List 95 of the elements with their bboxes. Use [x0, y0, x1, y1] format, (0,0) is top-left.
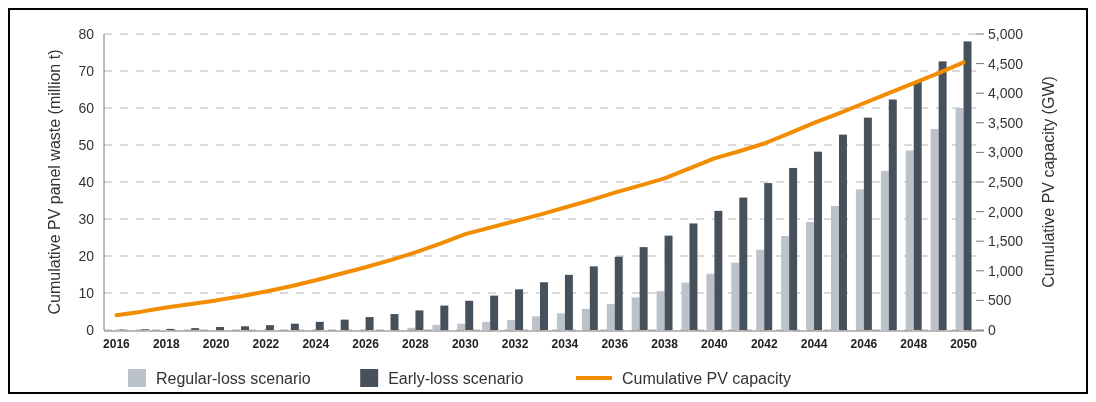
bar — [556, 313, 565, 330]
x-tick-label: 2050 — [950, 337, 978, 351]
bar — [888, 99, 897, 330]
x-tick-label: 2044 — [800, 337, 828, 351]
bar — [639, 247, 648, 330]
x-tick-label: 2032 — [501, 337, 529, 351]
bar — [241, 326, 249, 330]
bar — [532, 316, 540, 330]
y-axis-title: Cumulative PV panel waste (million t) — [46, 49, 63, 315]
x-tick-label: 2040 — [701, 337, 729, 351]
bar — [731, 262, 740, 330]
y2-axis-title: Cumulative PV capacity (GW) — [1040, 76, 1057, 288]
x-tick-label: 2020 — [202, 337, 230, 351]
bar — [265, 325, 274, 330]
bar — [656, 291, 665, 330]
y2-tick-label: 0 — [988, 321, 996, 338]
x-tick-label: 2038 — [651, 337, 679, 351]
y2-tick-label: 3,000 — [988, 144, 1024, 161]
bar — [689, 223, 698, 330]
bar — [290, 323, 299, 330]
y-tick-label: 40 — [78, 173, 95, 190]
x-tick-label: 2042 — [750, 337, 778, 351]
bar — [831, 206, 839, 330]
bar — [913, 81, 922, 330]
y2-tick-label: 1,500 — [988, 233, 1024, 250]
y-tick-label: 30 — [78, 210, 95, 227]
x-tick-label: 2048 — [900, 337, 928, 351]
bar — [855, 189, 864, 330]
legend-label: Cumulative PV capacity — [622, 369, 791, 387]
x-tick-label: 2016 — [103, 337, 131, 351]
bar — [507, 320, 516, 330]
y2-tick-label: 4,500 — [988, 55, 1024, 72]
bar — [490, 295, 499, 330]
legend-label: Regular-loss scenario — [156, 369, 311, 387]
line-series — [114, 60, 966, 318]
bar — [905, 150, 914, 330]
x-tick-label: 2030 — [451, 337, 479, 351]
y2-tick-label: 5,000 — [988, 25, 1024, 42]
bar — [814, 151, 823, 330]
bar — [457, 323, 466, 330]
bar — [938, 61, 947, 330]
y-tick-label: 80 — [78, 25, 95, 42]
y-tick-label: 10 — [78, 284, 95, 301]
bar — [340, 319, 349, 330]
y2-tick-label: 4,000 — [988, 85, 1024, 102]
bar — [365, 317, 374, 330]
bar — [216, 327, 225, 330]
y-tick-label: 0 — [86, 321, 95, 338]
y-tick-label: 60 — [78, 99, 95, 116]
y2-tick-label: 2,000 — [988, 203, 1024, 220]
y2-tick-label: 1,000 — [988, 262, 1024, 279]
bar — [482, 321, 491, 330]
bar — [606, 304, 615, 330]
x-tick-label: 2046 — [850, 337, 878, 351]
x-tick-label: 2018 — [152, 337, 180, 351]
bar — [589, 266, 598, 330]
bar — [880, 170, 889, 330]
y-tick-label: 50 — [78, 136, 95, 153]
bar — [432, 324, 441, 330]
bar — [564, 274, 573, 330]
bar — [764, 183, 773, 330]
bar — [963, 41, 972, 330]
bar — [540, 282, 548, 330]
bar — [714, 210, 723, 330]
y2-tick-label: 2,500 — [988, 173, 1024, 190]
y-tick-label: 20 — [78, 247, 95, 264]
bar — [863, 117, 872, 330]
x-tick-label: 2034 — [551, 337, 579, 351]
y2-tick-label: 500 — [988, 292, 1012, 309]
bar — [756, 249, 765, 330]
x-tick-label: 2024 — [302, 337, 330, 351]
bar — [415, 310, 424, 330]
legend-label: Early-loss scenario — [388, 369, 524, 387]
bar — [515, 289, 524, 330]
bar — [739, 197, 748, 330]
bar — [465, 300, 474, 330]
x-tick-label: 2028 — [402, 337, 430, 351]
y-tick-label: 70 — [78, 62, 95, 79]
x-tick-label: 2022 — [252, 337, 280, 351]
bar — [631, 297, 640, 330]
bar — [789, 167, 798, 330]
x-tick-label: 2036 — [601, 337, 629, 351]
bar — [664, 235, 673, 330]
x-tick-label: 2026 — [352, 337, 380, 351]
bar — [955, 108, 964, 330]
bar — [440, 305, 449, 330]
bar — [581, 308, 590, 330]
bar — [315, 321, 324, 330]
bar — [806, 221, 815, 330]
y2-tick-label: 3,500 — [988, 114, 1024, 131]
bar — [838, 134, 847, 330]
bar — [614, 256, 623, 330]
bar — [706, 273, 715, 330]
bar — [930, 129, 939, 330]
bar — [781, 236, 790, 330]
